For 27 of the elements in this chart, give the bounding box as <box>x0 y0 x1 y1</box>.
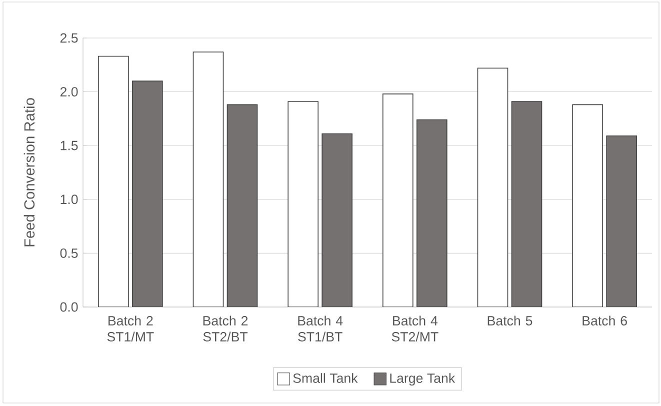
bar <box>606 136 637 307</box>
y-tick-label: 2.0 <box>60 87 78 97</box>
bar <box>192 52 224 307</box>
y-tick-label: 0.5 <box>60 248 78 258</box>
legend-label: Large Tank <box>390 373 456 386</box>
y-axis-title: Feed Conversion Ratio <box>24 98 35 246</box>
x-tick-label: Batch 5 <box>488 316 532 326</box>
bar <box>572 104 603 307</box>
bar <box>416 119 448 307</box>
bar <box>288 101 318 307</box>
x-tick-label: Batch 2 ST1/MT <box>107 316 154 342</box>
legend-label: Small Tank <box>293 373 358 383</box>
bar <box>477 68 508 307</box>
bar <box>322 133 352 307</box>
x-tick-label: Batch 4 ST2/MT <box>392 316 438 342</box>
y-tick-label: 2.5 <box>60 33 78 43</box>
bar <box>98 56 129 307</box>
y-tick-label: 0.0 <box>60 302 78 312</box>
bar <box>226 104 258 307</box>
bar <box>511 101 542 307</box>
bar <box>132 80 163 307</box>
x-tick-label: Batch 2 ST2/BT <box>203 316 248 342</box>
bar <box>382 94 414 307</box>
x-tick-label: Batch 6 <box>582 316 627 326</box>
x-tick-label: Batch 4 ST1/BT <box>298 316 343 342</box>
y-tick-label: 1.5 <box>60 140 78 150</box>
y-tick-label: 1.0 <box>60 194 78 204</box>
